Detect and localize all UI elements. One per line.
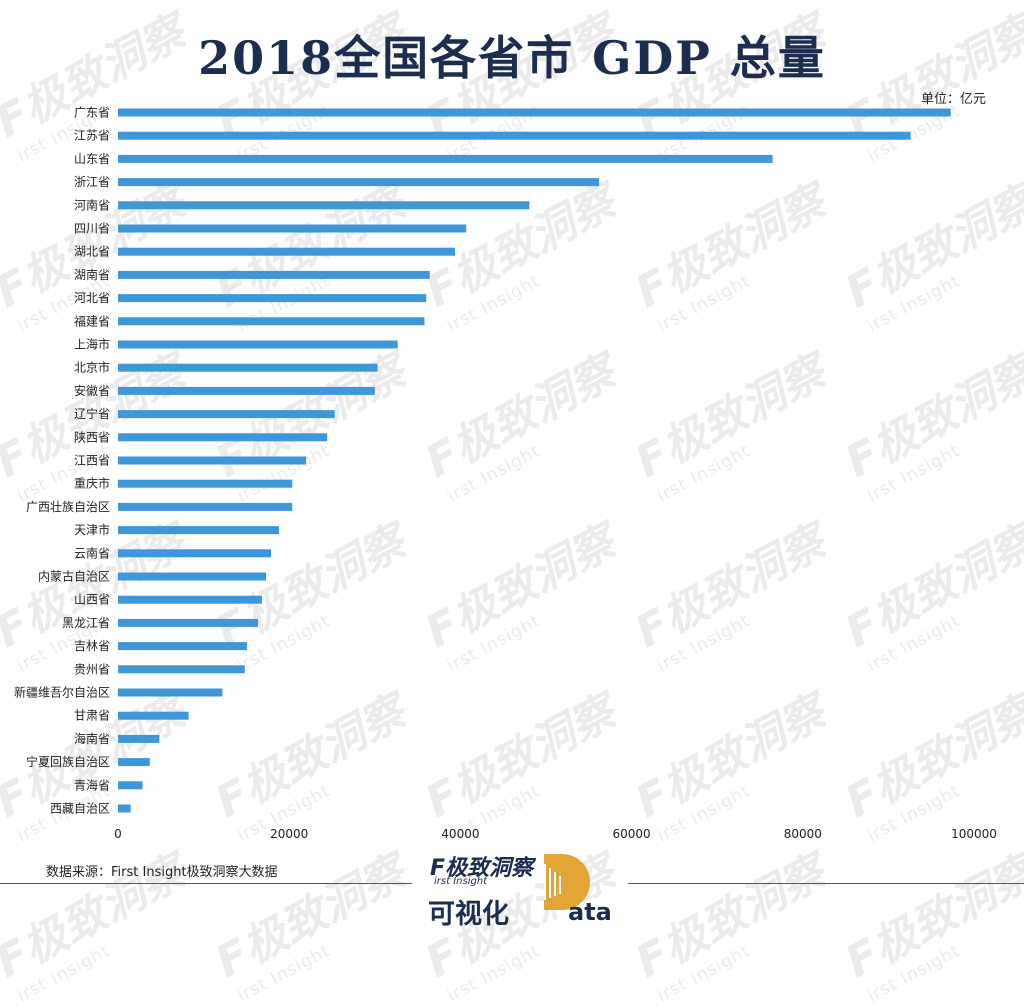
category-label: 江苏省 [74,129,110,143]
bar [118,363,378,372]
bar [118,665,245,674]
bar [118,154,773,163]
category-label: 宁夏回族自治区 [26,754,110,769]
bar [118,618,259,627]
bar [118,317,425,326]
bar [118,572,266,581]
bar [118,178,600,187]
category-label: 浙江省 [74,175,110,189]
category-labels-group: 广东省江苏省山东省浙江省河南省四川省湖北省湖南省河北省福建省上海市北京市安徽省辽… [14,106,110,816]
category-label: 吉林省 [74,639,110,653]
category-label: 陕西省 [74,429,110,444]
bar [118,549,272,558]
category-label: 辽宁省 [74,406,110,421]
category-label: 贵州省 [74,662,110,676]
category-label: 河南省 [74,197,110,212]
bar [118,410,335,419]
bar [118,688,223,697]
x-tick-labels-group: 0 20000 40000 60000 80000 100000 [114,827,997,841]
bars-group [118,108,951,813]
bar [118,781,143,790]
category-label: 西藏自治区 [50,802,110,816]
bar [118,642,248,651]
logo-brand-text: F极致洞察 [430,856,534,881]
x-tick-label: 80000 [784,827,822,841]
category-label: 福建省 [74,313,110,328]
category-label: 广西壮族自治区 [26,500,110,514]
footer-divider-right [628,883,1024,884]
bar [118,479,293,488]
bar [118,804,131,813]
brand-logo: F极致洞察 irst Insight 可视化 ata [428,848,628,930]
category-label: 四川省 [74,222,110,236]
bar [118,526,280,535]
x-tick-label: 40000 [441,827,479,841]
category-label: 江西省 [74,454,110,468]
x-tick-label: 0 [114,827,122,841]
bar [118,340,398,349]
category-label: 天津市 [74,522,110,537]
logo-ata-text: ata [568,898,612,926]
bar [118,595,262,604]
category-label: 重庆市 [74,476,110,491]
x-tick-label: 60000 [613,827,651,841]
category-label: 北京市 [74,360,110,375]
bar [118,456,307,465]
bar [118,734,160,743]
x-tick-label: 100000 [951,827,997,841]
category-label: 山西省 [74,593,110,607]
category-label: 甘肃省 [74,709,110,723]
category-label: 内蒙古自治区 [38,569,110,584]
unit-label: 单位：亿元 [920,92,986,107]
bar [118,502,293,511]
footer-divider-left [0,883,412,884]
category-label: 湖北省 [74,244,110,259]
category-label: 青海省 [74,777,110,792]
category-label: 安徽省 [74,383,110,398]
bar [118,711,189,720]
bar [118,131,911,140]
bar-chart: 广东省江苏省山东省浙江省河南省四川省湖北省湖南省河北省福建省上海市北京市安徽省辽… [14,106,997,842]
bar [118,433,328,442]
bar [118,224,467,233]
x-tick-label: 20000 [270,827,308,841]
logo-sub-text: irst Insight [434,876,488,887]
bar [118,201,530,210]
category-label: 湖南省 [74,267,110,282]
data-source-note: 数据来源：First Insight极致洞察大数据 [46,865,278,880]
category-label: 海南省 [74,731,110,746]
bar [118,247,455,256]
bar [118,270,430,279]
bar [118,294,427,303]
logo-visualization-text: 可视化 [428,899,509,930]
bar [118,758,150,767]
category-label: 山东省 [74,152,110,166]
bar [118,108,951,117]
bar [118,386,375,395]
category-label: 河北省 [74,291,110,305]
category-label: 云南省 [74,545,110,560]
category-label: 上海市 [74,337,110,352]
logo-d-glyph [544,854,590,910]
category-label: 广东省 [74,106,110,120]
category-label: 新疆维吾尔自治区 [14,685,110,700]
chart-title: 2018全国各省市 GDP 总量 [198,31,826,85]
category-label: 黑龙江省 [62,616,110,630]
